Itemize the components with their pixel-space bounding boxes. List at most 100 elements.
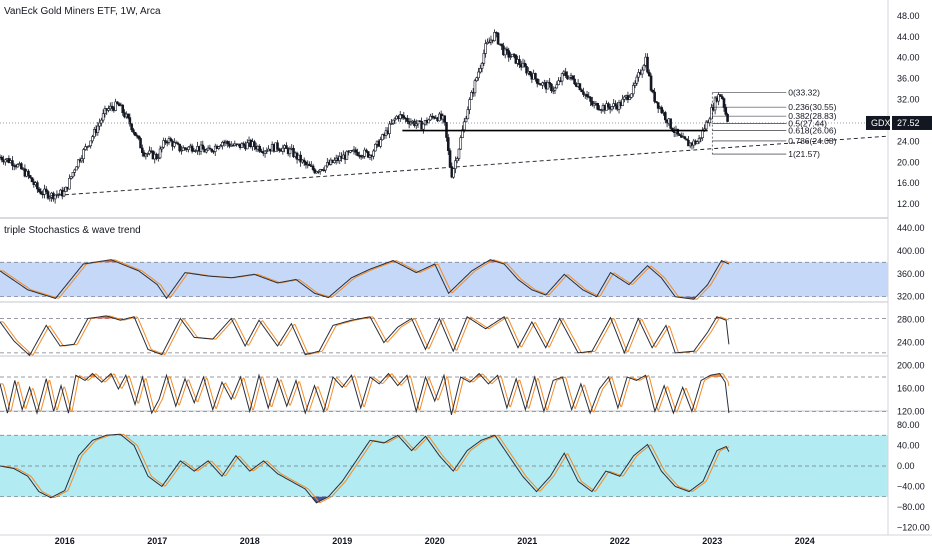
- candle-body: [578, 83, 582, 91]
- candle-body: [455, 158, 459, 162]
- candle-body: [585, 94, 589, 97]
- candle-body: [637, 72, 640, 78]
- price-tick-label: 32.00: [897, 95, 920, 105]
- candle-body: [164, 140, 167, 143]
- candle-body: [496, 32, 500, 45]
- candle-body: [20, 163, 23, 170]
- candle-body: [621, 98, 624, 106]
- stoch-1-signal-line: [0, 259, 730, 300]
- stoch-1-main-line: [0, 259, 730, 300]
- candle-body: [555, 84, 559, 89]
- candle-body: [302, 159, 306, 163]
- candle-body: [194, 150, 197, 152]
- candle-body: [582, 91, 585, 95]
- stoch-2-main-line: [0, 315, 730, 357]
- candle-body: [427, 119, 431, 124]
- candle-body: [245, 142, 249, 150]
- candle-body: [459, 137, 463, 150]
- candle-body: [116, 101, 119, 105]
- candle-body: [571, 75, 575, 80]
- candle-body: [324, 165, 327, 171]
- candle-body: [374, 143, 377, 152]
- candle-body: [304, 161, 308, 166]
- wave-tick-label: 0.00: [897, 461, 915, 471]
- candle-body: [722, 98, 726, 108]
- candle-body: [696, 141, 699, 145]
- candle-body: [642, 65, 646, 71]
- candle-body: [514, 54, 518, 64]
- candle-body: [553, 87, 557, 91]
- candle-body: [676, 128, 680, 135]
- candle-body: [73, 169, 77, 173]
- stoch-1-band: [0, 262, 888, 297]
- candle-body: [560, 73, 564, 82]
- time-tick-label: 2017: [147, 536, 167, 546]
- candle-body: [528, 71, 532, 75]
- indicator-title: triple Stochastics & wave trend: [4, 225, 141, 236]
- time-tick-label: 2019: [332, 536, 352, 546]
- candle-body: [30, 177, 34, 183]
- stoch-tick-label: 240.00: [897, 338, 925, 348]
- candle-body: [663, 112, 667, 121]
- candle-body: [169, 138, 173, 142]
- candle-body: [713, 97, 717, 111]
- candle-body: [631, 85, 635, 95]
- candle-body: [484, 43, 487, 54]
- candle-body: [155, 153, 158, 159]
- stoch-3-extreme-fill: [476, 373, 482, 377]
- candle-body: [546, 82, 550, 90]
- candle-body: [630, 93, 633, 98]
- candle-body: [717, 94, 720, 102]
- candle-body: [379, 139, 382, 147]
- fib-level-label: 0.786(24.08): [788, 136, 836, 146]
- fib-level-label: 0.382(28.83): [788, 111, 836, 121]
- candle-body: [98, 122, 101, 127]
- candle-body: [390, 123, 393, 125]
- candle-body: [48, 196, 52, 199]
- candle-body: [62, 191, 66, 197]
- candle-body: [130, 123, 133, 131]
- candle-body: [210, 148, 213, 152]
- candle-body: [610, 106, 614, 110]
- candle-body: [366, 151, 370, 158]
- candle-body: [226, 141, 229, 145]
- symbol-tag: [866, 115, 890, 130]
- candle-body: [281, 147, 285, 152]
- chart-title: VanEck Gold Miners ETF, 1W, Arca: [4, 6, 161, 17]
- price-pane: 0(33.32) 0.236(30.55)0.382(28.83)0.5(27.4…: [0, 29, 889, 204]
- candle-body: [505, 48, 509, 51]
- candle-body: [4, 159, 7, 163]
- candle-body: [462, 121, 466, 131]
- candle-body: [525, 66, 528, 74]
- candle-body: [107, 108, 110, 111]
- candle-body: [719, 94, 722, 97]
- candle-body: [402, 115, 406, 119]
- candle-body: [477, 71, 480, 79]
- candle-body: [0, 156, 4, 161]
- wave-tick-label: 80.00: [897, 420, 920, 430]
- price-tick-label: 24.00: [897, 136, 920, 146]
- candle-body: [28, 175, 32, 178]
- price-tick-label: 40.00: [897, 53, 920, 63]
- candle-body: [76, 159, 80, 168]
- candle-body: [96, 125, 100, 133]
- candle-body: [724, 107, 728, 115]
- candle-body: [518, 59, 521, 65]
- candle-body: [100, 119, 103, 124]
- candle-body: [589, 96, 592, 102]
- candle-body: [509, 56, 512, 58]
- stoch-tick-label: 120.00: [897, 406, 925, 416]
- candle-body: [75, 166, 78, 171]
- candle-body: [157, 157, 160, 159]
- candle-body: [416, 120, 420, 125]
- indicator-pane: [0, 259, 730, 504]
- fib-level-label: 1(21.57): [788, 149, 820, 159]
- time-tick-label: 2022: [610, 536, 630, 546]
- candle-body: [473, 80, 477, 94]
- candle-body: [655, 101, 658, 103]
- time-tick-label: 2023: [702, 536, 722, 546]
- candle-body: [87, 145, 91, 147]
- candle-body: [208, 147, 212, 150]
- time-tick-label: 2020: [425, 536, 445, 546]
